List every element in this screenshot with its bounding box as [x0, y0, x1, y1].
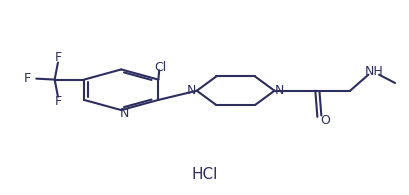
Text: O: O [319, 114, 329, 127]
Text: N: N [187, 84, 196, 97]
Text: N: N [274, 84, 283, 97]
Text: F: F [55, 51, 62, 64]
Text: HCl: HCl [191, 168, 218, 183]
Text: F: F [55, 95, 62, 108]
Text: F: F [24, 72, 31, 85]
Text: N: N [119, 107, 129, 120]
Text: NH: NH [364, 65, 382, 78]
Text: Cl: Cl [154, 60, 166, 74]
